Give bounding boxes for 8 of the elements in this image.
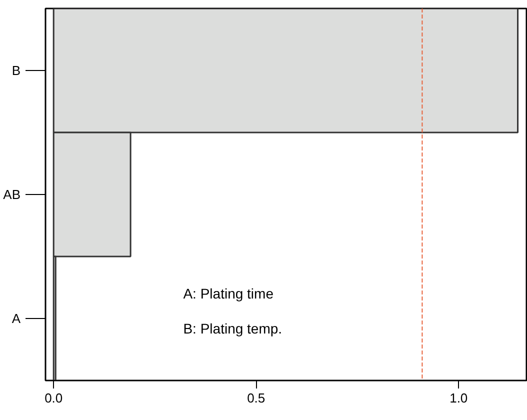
x-tick-label: 0.5 — [247, 390, 266, 406]
y-tick-label: A — [12, 311, 21, 326]
x-tick-label: 0.0 — [44, 390, 63, 406]
y-tick-label: B — [12, 63, 20, 78]
y-tick-label: AB — [3, 187, 20, 202]
annotation: A: Plating time — [183, 286, 274, 302]
annotation: B: Plating temp. — [183, 320, 282, 336]
x-tick-label: 1.0 — [450, 390, 468, 406]
